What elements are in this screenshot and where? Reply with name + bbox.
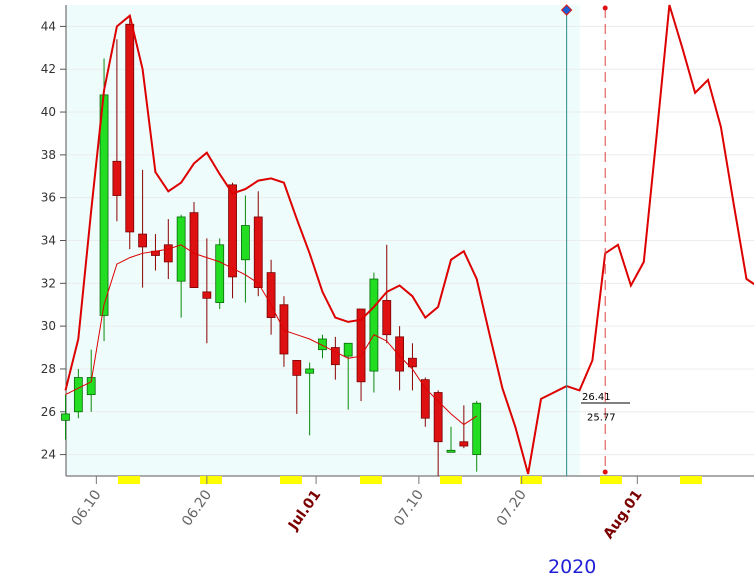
candle-body [163, 244, 173, 263]
x-tick-label: 06.10 [69, 487, 105, 529]
x-tick-bar [680, 476, 702, 484]
y-tick-label: 36 [41, 191, 56, 205]
x-tick-bar [360, 476, 382, 484]
candle-body [305, 368, 315, 374]
forecast-marker-top [602, 5, 608, 11]
candle-body [189, 212, 199, 288]
x-tick-label: 06.20 [179, 487, 215, 529]
y-tick-label: 26 [41, 405, 56, 419]
y-tick-label: 28 [41, 362, 56, 376]
y-tick-label: 40 [41, 105, 56, 119]
x-tick-label: 07.10 [391, 487, 427, 529]
candle-body [73, 377, 83, 413]
candle-body [343, 342, 353, 357]
candle-body [266, 272, 276, 318]
candle-body [318, 338, 327, 351]
candle-body [240, 225, 250, 261]
candle-body [292, 359, 302, 376]
candle-body [176, 216, 186, 282]
candle-body [446, 449, 456, 453]
candle-body [138, 233, 148, 248]
middle-value-label: 25.77 [587, 413, 616, 424]
y-tick-label: 38 [41, 148, 56, 162]
x-axis-ticks: 06.10 06.20 Jul.01 07.10 07.20 Aug.01 [69, 476, 646, 542]
candle-body [420, 379, 430, 419]
y-tick-label: 24 [41, 448, 56, 462]
year-label: 2020 [548, 556, 597, 578]
y-tick-label: 44 [41, 19, 56, 33]
x-tick-bar [520, 476, 542, 484]
last-close-label: 26.41 [582, 392, 611, 403]
candle-body [433, 392, 443, 443]
candles [61, 15, 482, 476]
candle-body [472, 402, 482, 455]
y-tick-label: 42 [41, 62, 56, 76]
candle-body [86, 377, 96, 396]
x-tick-bar [200, 476, 222, 484]
x-axis-tick-bars [118, 476, 702, 484]
x-tick-label: Aug.01 [601, 487, 646, 542]
candle-body [408, 357, 417, 368]
candle-body [112, 160, 122, 196]
candle-body [279, 304, 289, 355]
y-tick-label: 30 [41, 319, 56, 333]
candle-body [330, 347, 340, 366]
chart-overlay: 26.41 25.77 [560, 4, 630, 476]
candle-body [369, 278, 379, 372]
candle-body [125, 23, 135, 233]
cursor-marker [560, 4, 573, 16]
forecast-marker-bottom [602, 469, 608, 475]
candle-body [382, 300, 392, 336]
x-tick-bar [440, 476, 462, 484]
candle-body [99, 94, 109, 316]
candle-body [395, 336, 405, 372]
candle-body [61, 413, 70, 421]
y-gridlines [66, 25, 754, 456]
y-tick-label: 32 [41, 276, 56, 290]
middle-band-line [65, 244, 477, 426]
x-tick-bar [280, 476, 302, 484]
candle-body [215, 244, 225, 303]
candle-body [253, 216, 263, 288]
candle-body [202, 291, 212, 299]
candle-body [459, 441, 469, 447]
x-tick-label: 07.20 [494, 487, 530, 529]
candle-body [356, 308, 366, 383]
x-tick-bar [600, 476, 622, 484]
y-axis-ticks: 24 26 28 30 32 34 36 38 40 42 44 [41, 19, 66, 462]
x-tick-bar [118, 476, 140, 484]
candle-body [228, 184, 237, 278]
x-tick-label: Jul.01 [285, 487, 324, 534]
upper-band-line [64, 4, 754, 475]
y-tick-label: 34 [41, 234, 56, 248]
